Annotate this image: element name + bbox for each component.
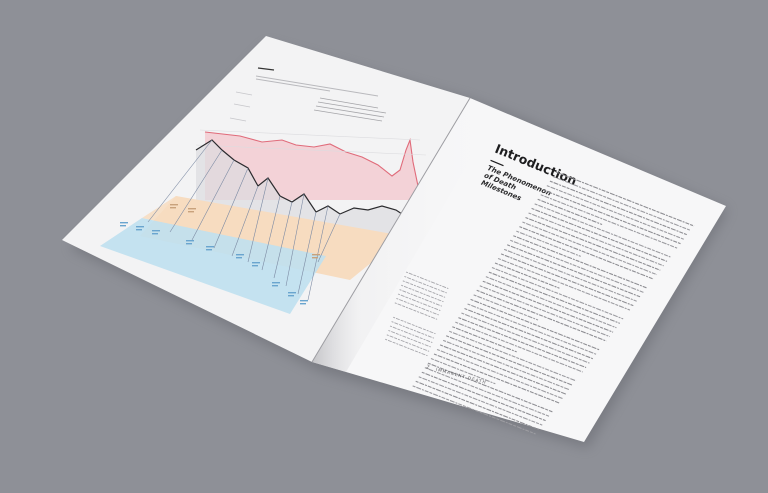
right-page-gutter-shade	[312, 98, 500, 372]
body-text-line	[473, 294, 539, 321]
body-text-line	[522, 221, 658, 276]
body-text-line	[540, 194, 678, 249]
side-note-line	[394, 302, 438, 320]
side-note-line	[391, 321, 435, 339]
side-note-line	[405, 271, 449, 289]
body-text-line	[531, 207, 668, 262]
body-text-line	[418, 376, 543, 426]
body-text-line	[421, 371, 546, 422]
body-text-line	[479, 285, 610, 338]
body-text-line	[430, 358, 496, 385]
body-text-line	[424, 367, 550, 417]
body-text-line	[528, 212, 664, 267]
body-text-line	[427, 362, 553, 413]
side-note-line	[404, 275, 447, 294]
chart-caption-lines	[255, 75, 379, 97]
right-page-sheet	[312, 98, 726, 442]
side-note-line	[396, 297, 439, 316]
body-text-line	[485, 276, 617, 329]
body-text-line	[442, 339, 570, 391]
body-text-line	[433, 353, 560, 404]
body-text-line	[412, 385, 536, 435]
timeline-leader-lines	[147, 139, 341, 301]
body-text-line	[491, 267, 624, 320]
body-text-line	[449, 330, 577, 382]
body-text-column	[412, 171, 695, 435]
side-note-line	[402, 280, 446, 298]
chart-gridlines	[195, 129, 427, 156]
side-note-line	[393, 316, 436, 335]
body-text-line	[546, 185, 685, 240]
side-note-line	[386, 334, 430, 352]
body-text-line	[470, 298, 600, 351]
side-note-line	[389, 325, 433, 343]
subtitle-rule	[490, 159, 504, 167]
body-text-line	[497, 257, 631, 311]
body-text-line	[552, 176, 691, 231]
page-number: 2	[425, 364, 431, 371]
timeline-labels	[120, 222, 308, 305]
chart-callout-lines	[313, 97, 387, 122]
chart-line-dark	[195, 139, 403, 215]
body-text-line	[543, 189, 681, 245]
chart-header-rule	[257, 67, 275, 71]
body-text-line	[519, 226, 654, 280]
body-text-line	[503, 248, 637, 302]
body-text-line	[482, 280, 614, 333]
body-text-line	[488, 271, 621, 324]
body-text-line	[461, 312, 590, 364]
body-text-line	[452, 326, 517, 353]
side-note-line	[399, 289, 443, 307]
body-text-line	[506, 244, 641, 298]
body-text-line	[445, 335, 573, 386]
side-note-line	[397, 293, 441, 311]
side-note-line	[401, 284, 444, 303]
body-text-line	[513, 235, 647, 289]
chart-axis-labels	[229, 91, 253, 122]
chart-line-red	[204, 131, 431, 197]
body-text-line	[500, 253, 634, 307]
right-page: Introduction The Phenomenon of Death Mil…	[312, 98, 726, 442]
body-text-line	[549, 180, 688, 236]
body-text-line	[516, 230, 581, 257]
body-text-line	[510, 239, 644, 293]
body-text-line	[455, 321, 583, 373]
body-text-line	[464, 307, 594, 360]
body-text-line	[439, 344, 567, 395]
body-text-line	[494, 262, 560, 289]
body-text-line	[555, 171, 695, 227]
body-text-line	[467, 303, 597, 355]
side-note-text	[385, 271, 449, 357]
body-text-line	[415, 380, 540, 431]
timeline-band-blue	[100, 218, 326, 314]
body-text-line	[525, 216, 661, 271]
body-text-line	[534, 203, 671, 258]
center-fold	[311, 97, 471, 363]
body-text-line	[436, 348, 563, 400]
side-note-line	[388, 329, 431, 348]
body-text-line	[458, 317, 587, 369]
body-text-line	[476, 289, 607, 342]
body-text-line	[537, 198, 603, 226]
side-note-line	[385, 338, 428, 357]
timeline-labels-orange	[170, 204, 320, 259]
